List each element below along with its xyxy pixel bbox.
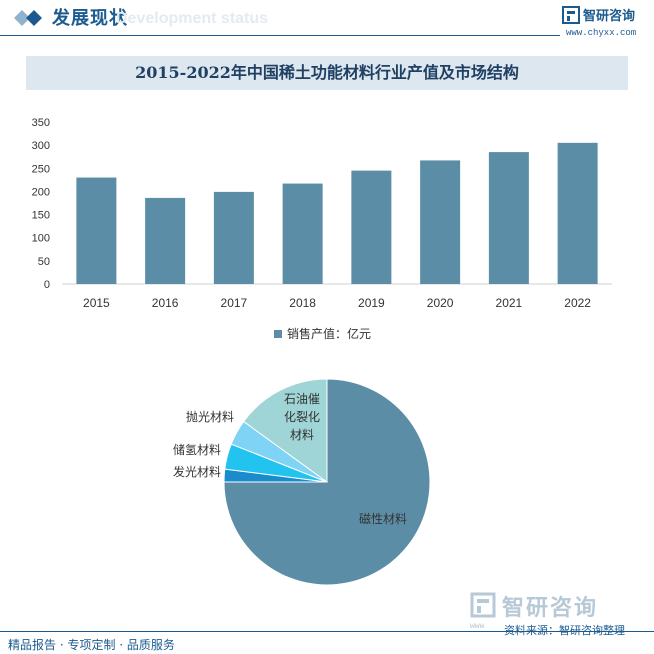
chart-title: 2015-2022年中国稀土功能材料行业产值及市场结构: [135, 63, 519, 82]
section-subtitle: Development status: [116, 10, 269, 27]
header-divider: [0, 35, 560, 36]
x-tick-label: 2020: [427, 296, 454, 310]
x-tick-label: 2018: [289, 296, 316, 310]
bar: [488, 152, 529, 284]
y-tick-label: 350: [32, 117, 50, 129]
y-tick-label: 100: [32, 233, 50, 245]
chart-title-band: 2015-2022年中国稀土功能材料行业产值及市场结构: [26, 56, 628, 90]
y-tick-label: 300: [32, 140, 50, 152]
y-tick-label: 200: [32, 186, 50, 198]
pie-label: 发光材料: [173, 464, 221, 479]
x-tick-label: 2021: [496, 296, 523, 310]
bar: [76, 177, 117, 284]
footer-tagline: 精品报告 · 专项定制 · 品质服务: [8, 638, 175, 652]
y-tick-label: 150: [32, 210, 50, 222]
footer-brand: 智研咨询: [502, 596, 599, 621]
page-header: 发展现状 Development status 智研咨询 www.chyxx.c…: [0, 0, 654, 44]
bar-chart: 0 50 100 150 200 250 300 350 2015 2016 2017 2018 201…: [32, 117, 612, 310]
y-tick-label: 50: [38, 256, 50, 268]
source-note: 资料来源：智研咨询整理: [504, 624, 625, 637]
bar: [351, 170, 392, 284]
y-tick-label: 0: [44, 279, 50, 291]
brand-url: www.chyxx.com: [566, 28, 637, 38]
brand-logo-icon: [562, 6, 580, 24]
pie-chart: 磁性材料 发光材料 储氢材料 抛光材料 石油催化裂化材料: [173, 378, 431, 586]
pie-label: 磁性材料: [359, 511, 407, 526]
bar: [213, 191, 254, 284]
pie-label: 抛光材料: [186, 409, 234, 424]
footer-divider: [0, 631, 654, 632]
y-tick-label: 250: [32, 163, 50, 175]
section-title: 发展现状: [52, 8, 128, 29]
chart-legend: 销售产值：亿元: [274, 325, 371, 341]
x-tick-label: 2022: [564, 296, 591, 310]
legend-swatch: [274, 329, 282, 338]
bar: [145, 197, 186, 284]
bar: [282, 183, 323, 284]
bar: [557, 142, 598, 284]
bar: [420, 160, 461, 284]
pie-slice: [242, 378, 328, 483]
pie-slice: [223, 378, 431, 586]
x-tick-label: 2016: [152, 296, 179, 310]
x-tick-label: 2017: [221, 296, 248, 310]
pie-label: 石油催化裂化材料: [284, 392, 320, 442]
brand-name: 智研咨询: [583, 9, 636, 24]
legend-label: 销售产值：亿元: [287, 327, 372, 341]
footer-logo-icon: [470, 592, 496, 618]
footer-www: www: [470, 622, 485, 631]
x-tick-label: 2019: [358, 296, 385, 310]
diamond-icon: [14, 10, 42, 26]
pie-label: 储氢材料: [173, 442, 221, 457]
x-tick-label: 2015: [83, 296, 110, 310]
